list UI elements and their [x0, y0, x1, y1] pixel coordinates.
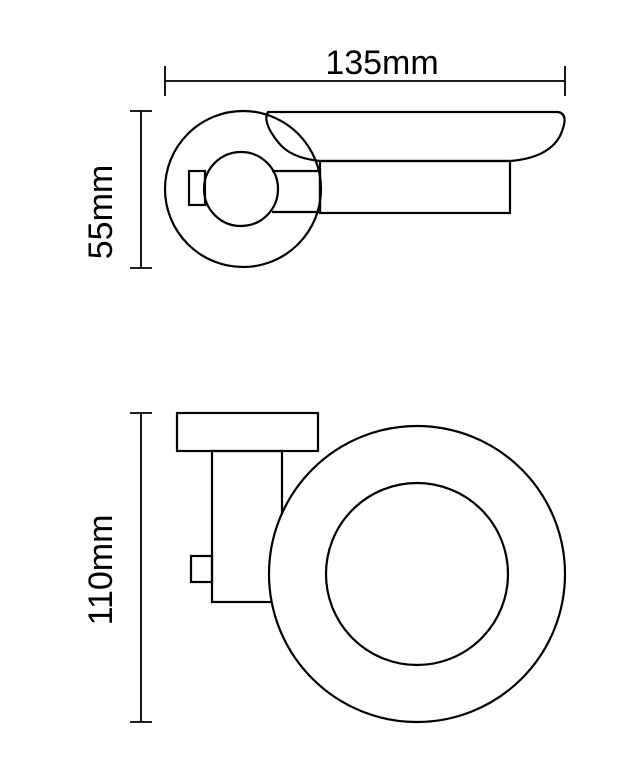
side-boss-circle — [202, 150, 280, 228]
height-dimension-front: 110mm — [82, 412, 152, 723]
side-screw-block — [187, 169, 207, 207]
side-holder-cup — [318, 159, 512, 215]
front-flange-plate — [175, 411, 320, 453]
front-screw-block — [189, 554, 214, 584]
front-view — [175, 411, 567, 724]
height-dimension-side: 55mm — [82, 110, 152, 269]
side-height-label: 55mm — [82, 165, 120, 259]
front-dish-outer — [267, 424, 567, 724]
side-soap-dish — [265, 110, 566, 163]
width-label: 135mm — [325, 44, 438, 82]
front-dish-inner — [324, 481, 510, 667]
width-dimension: 135mm — [164, 44, 566, 96]
side-view — [163, 109, 566, 269]
side-arm — [272, 169, 322, 214]
front-height-label: 110mm — [82, 515, 120, 626]
